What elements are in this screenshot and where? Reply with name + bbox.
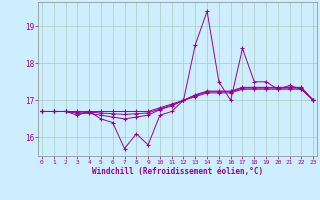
X-axis label: Windchill (Refroidissement éolien,°C): Windchill (Refroidissement éolien,°C) xyxy=(92,167,263,176)
